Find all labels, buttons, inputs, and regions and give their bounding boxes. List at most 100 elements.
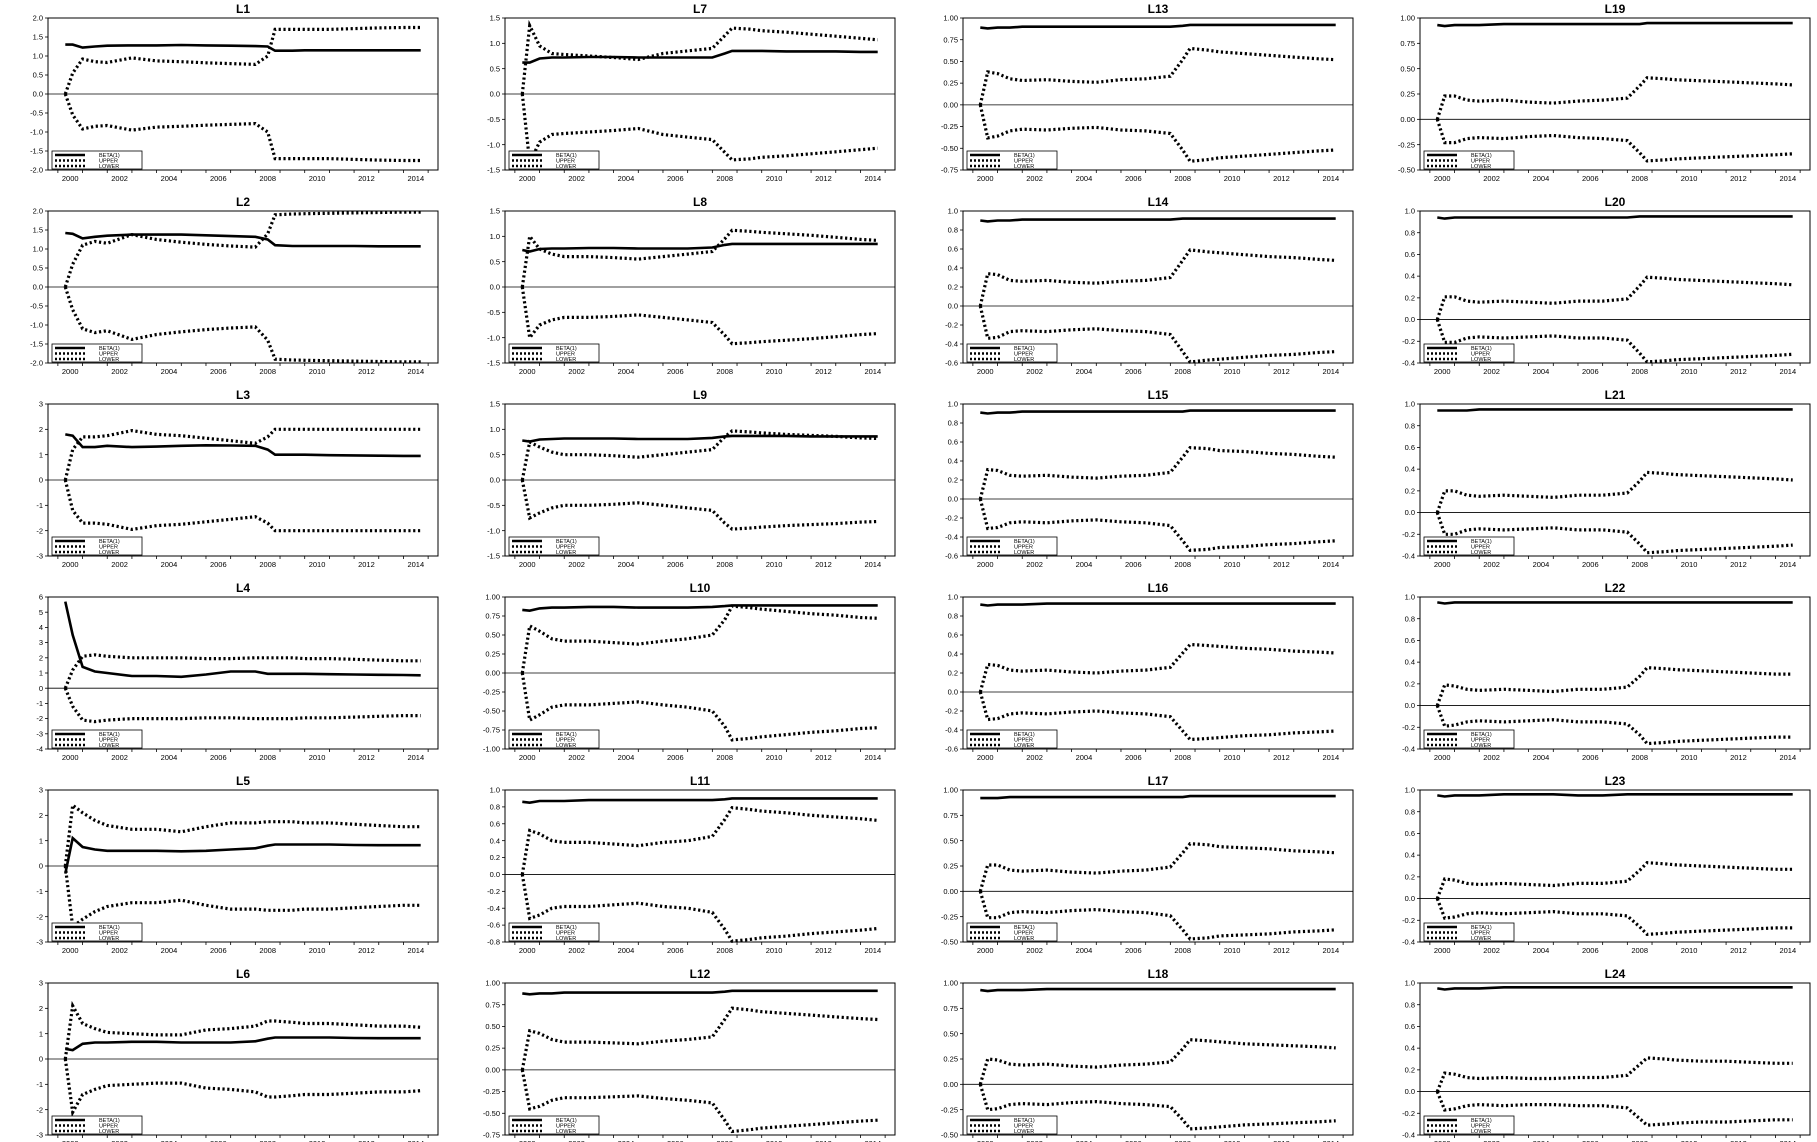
y-tick-label: 1.5	[33, 33, 43, 42]
x-tick-label: 2008	[259, 1139, 276, 1142]
x-tick-label: 2012	[1730, 946, 1747, 955]
y-tick-label: 0.75	[485, 1000, 500, 1009]
series-upper	[520, 429, 878, 481]
series-beta-1	[64, 835, 421, 874]
y-tick-label: 1.00	[1400, 14, 1415, 23]
y-tick-label: -0.2	[945, 514, 958, 523]
x-tick-label: 2006	[210, 753, 227, 762]
x-tick-label: 2008	[1631, 753, 1648, 762]
chart-title: L3	[236, 388, 250, 402]
y-tick-label: 0.25	[1400, 90, 1415, 99]
series-lower	[63, 93, 421, 163]
y-tick-label: -1.00	[483, 745, 500, 754]
x-tick-label: 2008	[716, 753, 733, 762]
y-tick-label: -0.4	[945, 533, 958, 542]
chart-panel-l12: L12 1.00 0.75 0.50 0.25 0.00 -0.25 -0.50 -0.75 20…	[483, 967, 896, 1142]
y-tick-label: 2	[39, 425, 43, 434]
legend-label: BETA(1)	[556, 1118, 577, 1124]
x-tick-label: 2006	[1125, 753, 1142, 762]
legend-label: BETA(1)	[1471, 153, 1492, 159]
x-tick-label: 2008	[1631, 560, 1648, 569]
x-tick-label: 2014	[407, 1139, 424, 1142]
x-tick-label: 2002	[568, 946, 585, 955]
x-tick-label: 2000	[62, 1139, 79, 1142]
y-tick-label: 0.2	[1405, 1065, 1415, 1074]
x-tick-label: 2012	[358, 753, 375, 762]
x-tick-label: 2000	[977, 753, 994, 762]
x-tick-label: 2012	[1273, 753, 1290, 762]
y-tick-label: -0.5	[30, 109, 43, 118]
y-tick-label: 1.5	[490, 14, 500, 23]
x-tick-label: 2002	[1483, 560, 1500, 569]
y-tick-label: 0.6	[948, 438, 958, 447]
legend-box	[508, 729, 600, 749]
y-tick-label: 0.2	[948, 476, 958, 485]
series-lower	[63, 1058, 421, 1118]
x-tick-label: 2008	[1174, 946, 1191, 955]
x-tick-label: 2012	[815, 560, 832, 569]
x-tick-label: 2014	[407, 174, 424, 183]
x-tick-label: 2010	[1681, 174, 1698, 183]
legend-label: BETA(1)	[556, 346, 577, 352]
x-tick-label: 2012	[815, 946, 832, 955]
legend-label: LOWER	[1014, 743, 1034, 749]
y-tick-label: 0.75	[1400, 39, 1415, 48]
legend-label: UPPER	[1014, 159, 1033, 165]
x-tick-label: 2010	[309, 1139, 326, 1142]
y-tick-label: -0.50	[1398, 166, 1415, 175]
x-tick-label: 2004	[161, 560, 178, 569]
legend-label: LOWER	[99, 1129, 119, 1135]
y-tick-label: -0.4	[1402, 938, 1415, 947]
x-tick-label: 2014	[1322, 174, 1339, 183]
chart-panel-l9: L9 1.5 1.0 0.5 0.0 -0.5 -1.0 -1.5 2000 2002 2004 20…	[487, 388, 896, 569]
y-tick-label: -0.4	[1402, 359, 1415, 368]
chart-panel-l11: L11 1.0 0.8 0.6 0.4 0.2 0.0 -0.2 -0.4 -0.6 -0.8 200…	[487, 774, 896, 955]
series-upper	[1435, 470, 1793, 514]
x-tick-label: 2012	[1730, 174, 1747, 183]
chart-panel-l23: L23 1.0 0.8 0.6 0.4 0.2 0.0 -0.2 -0.4 2000 2002 200…	[1402, 774, 1811, 955]
legend-label: LOWER	[556, 743, 576, 749]
x-tick-label: 2004	[1533, 1139, 1550, 1142]
y-tick-label: -0.2	[1402, 530, 1415, 539]
chart-title: L19	[1605, 2, 1626, 16]
series-upper	[63, 210, 421, 288]
legend-label: UPPER	[556, 1124, 575, 1130]
chart-title: L16	[1148, 581, 1169, 595]
series-beta-1	[522, 434, 878, 443]
y-tick-label: 0.4	[948, 264, 958, 273]
x-tick-label: 2012	[358, 367, 375, 376]
x-tick-label: 2000	[977, 174, 994, 183]
x-tick-label: 2002	[1026, 560, 1043, 569]
chart-panel-l4: L4 6 5 4 3 2 1 0 -1 -2 -3 -4 2000 2002 2004 2006 2008 201…	[36, 581, 439, 762]
x-tick-label: 2004	[618, 946, 635, 955]
y-tick-label: 0.00	[943, 100, 958, 109]
y-tick-label: -0.50	[941, 938, 958, 947]
x-tick-label: 2002	[568, 174, 585, 183]
y-tick-label: -1	[36, 1080, 43, 1089]
x-tick-label: 2002	[1026, 367, 1043, 376]
series-beta-1	[1437, 985, 1793, 991]
x-tick-label: 2000	[977, 946, 994, 955]
x-tick-label: 2004	[1076, 560, 1093, 569]
y-tick-label: -1.0	[487, 526, 500, 535]
legend-label: UPPER	[1471, 159, 1490, 165]
y-tick-label: -0.4	[945, 726, 958, 735]
legend-label: UPPER	[1014, 545, 1033, 551]
x-tick-label: 2006	[210, 560, 227, 569]
y-tick-label: 5	[39, 608, 43, 617]
x-tick-label: 2014	[1322, 367, 1339, 376]
y-tick-label: -0.5	[30, 302, 43, 311]
x-tick-label: 2008	[1174, 174, 1191, 183]
series-lower	[978, 691, 1336, 742]
y-tick-label: 0.2	[1405, 486, 1415, 495]
legend-label: BETA(1)	[1471, 1118, 1492, 1124]
y-tick-label: 0.75	[943, 811, 958, 820]
y-tick-label: 0.50	[943, 836, 958, 845]
x-tick-label: 2006	[1582, 367, 1599, 376]
chart-title: L23	[1605, 774, 1626, 788]
y-tick-label: 1.0	[1405, 400, 1415, 409]
y-tick-label: -1.5	[30, 147, 43, 156]
legend-label: LOWER	[1014, 1129, 1034, 1135]
x-tick-label: 2004	[161, 174, 178, 183]
legend-label: BETA(1)	[556, 925, 577, 931]
